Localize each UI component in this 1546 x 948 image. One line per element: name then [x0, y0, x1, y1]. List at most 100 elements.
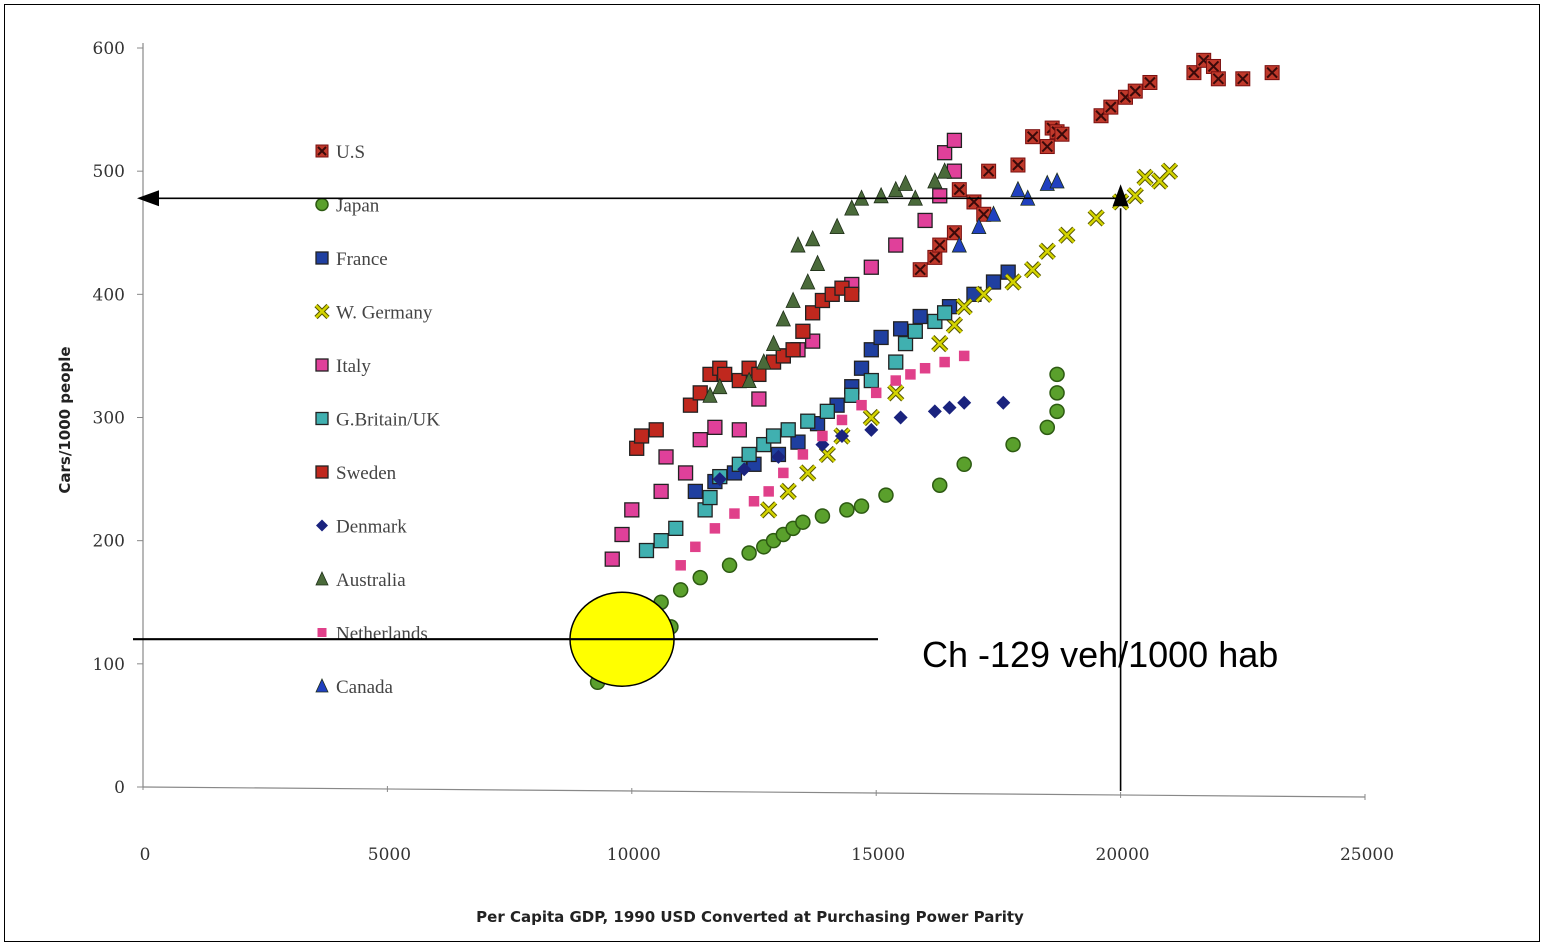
data-point	[1038, 242, 1056, 260]
data-point	[1049, 172, 1065, 189]
data-point	[834, 428, 849, 443]
data-point	[741, 371, 757, 388]
data-point	[751, 366, 767, 383]
data-point	[864, 422, 879, 437]
series-sweden	[629, 280, 860, 456]
x-tick-label: 15000	[851, 845, 905, 865]
annotations: Ch -129 veh/1000 hab	[133, 184, 1278, 791]
data-point	[907, 323, 923, 339]
data-point	[1049, 366, 1065, 383]
series-australia	[702, 162, 953, 403]
data-point	[863, 372, 879, 389]
data-point	[778, 467, 789, 479]
data-point	[996, 395, 1011, 410]
data-point	[1004, 273, 1022, 291]
data-point	[1126, 187, 1144, 205]
data-point	[927, 404, 942, 419]
data-point	[975, 285, 993, 303]
y-tick-label: 600	[93, 39, 125, 59]
data-point	[780, 422, 796, 438]
legend-label: Japan	[336, 196, 380, 217]
series-netherlands	[675, 350, 970, 571]
data-point	[936, 145, 953, 161]
data-point	[951, 236, 967, 253]
data-point	[668, 520, 684, 536]
data-point	[892, 321, 909, 337]
data-point	[692, 432, 708, 448]
data-point	[702, 386, 718, 403]
data-point	[805, 305, 821, 321]
data-point	[765, 334, 782, 351]
data-point	[870, 387, 882, 399]
data-point	[862, 408, 880, 427]
data-point	[800, 273, 816, 290]
x-axis-line	[142, 786, 1366, 798]
legend-marker	[315, 358, 329, 372]
data-point	[937, 162, 953, 179]
legend-marker	[315, 465, 329, 479]
data-point	[1054, 126, 1070, 142]
legend-marker	[316, 519, 328, 532]
data-point	[604, 551, 620, 567]
data-point	[785, 342, 801, 358]
data-point	[888, 354, 904, 370]
data-point	[945, 316, 963, 334]
data-point	[955, 298, 973, 316]
data-point	[721, 557, 738, 574]
data-point	[785, 291, 801, 308]
x-tick-label: 20000	[1096, 845, 1150, 865]
legend-label: Netherlands	[336, 624, 428, 645]
legend-marker	[315, 251, 329, 265]
data-point	[737, 462, 752, 477]
data-point	[932, 188, 948, 204]
data-point	[1210, 71, 1226, 87]
legend-marker	[315, 197, 329, 212]
data-point	[912, 308, 928, 325]
data-point	[1049, 403, 1065, 420]
data-point	[1136, 168, 1154, 186]
data-point	[971, 217, 987, 234]
data-point	[853, 360, 870, 376]
x-tick-label: 5000	[368, 845, 411, 865]
legend-marker	[315, 144, 329, 158]
data-point	[790, 236, 806, 253]
data-point	[763, 486, 774, 497]
data-point	[887, 384, 905, 402]
legend-marker	[317, 628, 327, 637]
data-point	[1186, 65, 1202, 81]
data-point	[956, 456, 972, 473]
data-point	[936, 305, 953, 321]
legend-marker	[314, 303, 330, 320]
data-point	[819, 403, 835, 419]
y-tick-label: 100	[93, 655, 125, 675]
data-point	[1142, 74, 1158, 90]
data-point	[709, 523, 721, 534]
data-point	[958, 350, 970, 362]
data-point	[614, 526, 630, 543]
axes: 0 100 200 300 400 500 600 0 5000 10000 15000 20000 2…	[93, 39, 1395, 865]
data-point	[692, 569, 708, 586]
legend: U.S Japan France W. Germany Italy G.Britain/U…	[314, 142, 440, 698]
data-point	[771, 449, 786, 464]
data-point	[836, 414, 848, 426]
legend-label: France	[336, 249, 388, 270]
data-point	[712, 377, 728, 395]
data-point	[717, 366, 733, 383]
legend-label: W. Germany	[336, 303, 433, 324]
data-point	[633, 428, 650, 444]
data-point	[939, 356, 950, 368]
data-point	[1127, 83, 1143, 99]
data-point	[741, 545, 757, 561]
y-tick-label: 200	[93, 532, 125, 552]
data-point	[731, 422, 747, 438]
data-point	[897, 174, 914, 191]
data-point	[1058, 226, 1076, 244]
data-point	[653, 533, 669, 549]
data-point	[756, 353, 772, 370]
legend-label: Sweden	[336, 463, 397, 484]
data-point	[1264, 65, 1280, 81]
data-point	[917, 212, 933, 229]
data-point	[839, 502, 855, 518]
data-point	[765, 428, 782, 444]
